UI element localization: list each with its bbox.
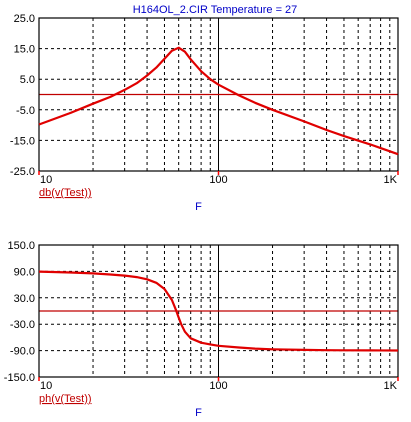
x-axis-name: F <box>195 407 202 419</box>
x-tick-label: 1K <box>384 380 398 392</box>
x-tick-label: 100 <box>209 174 227 186</box>
x-tick-label: 1K <box>384 174 398 186</box>
x-tick-label: 10 <box>40 380 52 392</box>
y-tick-label: -5.0 <box>16 105 35 117</box>
y-tick-label: 5.0 <box>20 74 35 86</box>
trace-label: db(v(Test)) <box>39 187 92 199</box>
y-tick-label: 25.0 <box>14 13 35 25</box>
y-tick-label: 90.0 <box>14 266 35 278</box>
x-tick-label: 100 <box>209 380 227 392</box>
y-tick-label: 150.0 <box>7 240 35 252</box>
y-tick-label: -30.0 <box>10 319 35 331</box>
y-tick-label: 15.0 <box>14 44 35 56</box>
y-tick-label: -25.0 <box>10 166 35 178</box>
x-axis-name: F <box>195 201 202 213</box>
magnitude-plot: 25.0 15.0 5.0 -5.0 -15.0 -25.0 10 100 1K db(v(Tes… <box>10 13 399 213</box>
x-tick-label: 10 <box>40 174 52 186</box>
y-tick-label: -150.0 <box>4 372 35 384</box>
y-tick-label: 30.0 <box>14 293 35 305</box>
y-tick-label: -90.0 <box>10 346 35 358</box>
series-line <box>38 46 399 156</box>
phase-plot: 150.0 90.0 30.0 -30.0 -90.0 -150.0 10 100 1K ph(v… <box>4 240 399 419</box>
series-line <box>38 270 399 352</box>
y-tick-label: -15.0 <box>10 135 35 147</box>
chart-title: H164OL_2.CIR Temperature = 27 <box>133 4 298 16</box>
trace-label: ph(v(Test)) <box>39 393 92 405</box>
